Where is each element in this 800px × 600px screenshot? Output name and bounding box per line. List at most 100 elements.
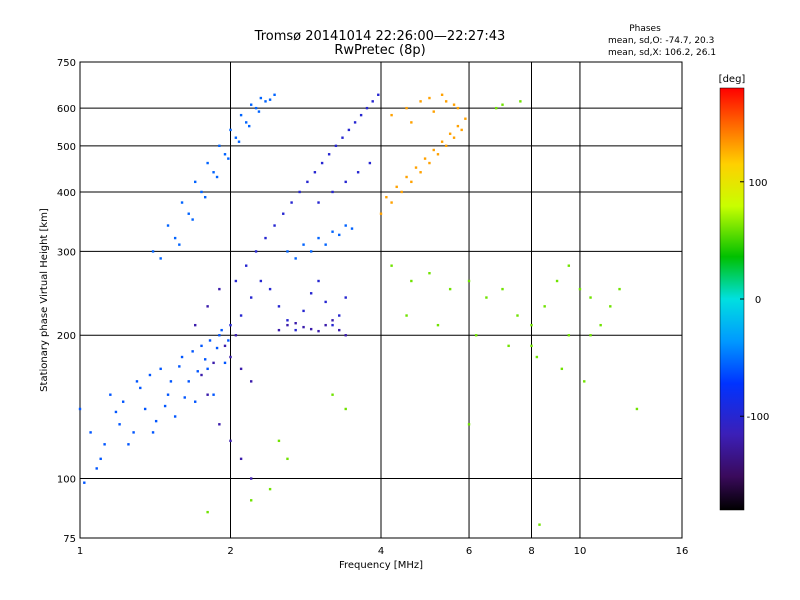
data-point: [127, 443, 130, 446]
x-axis-label: Frequency [MHz]: [339, 560, 423, 571]
data-point: [538, 523, 541, 526]
grid-lines: [80, 62, 682, 538]
y-tick-label: 200: [57, 331, 76, 342]
data-point: [635, 407, 639, 411]
x-tick-label: 6: [466, 546, 472, 557]
data-point: [159, 257, 162, 260]
y-tick-label: 500: [57, 142, 76, 153]
data-point: [282, 212, 285, 215]
data-point: [456, 106, 460, 110]
data-point: [132, 431, 135, 434]
data-point: [344, 407, 347, 411]
y-tick-label: 300: [57, 247, 76, 258]
data-point: [555, 279, 559, 283]
data-point: [257, 110, 261, 113]
data-point: [194, 180, 197, 184]
data-point: [159, 367, 162, 371]
data-point: [436, 153, 440, 156]
data-point: [317, 279, 320, 283]
data-point: [599, 323, 602, 327]
data-point: [331, 319, 334, 322]
data-point: [143, 407, 147, 411]
data-point: [344, 334, 347, 337]
data-point: [341, 136, 344, 139]
data-point: [390, 264, 393, 267]
data-point: [390, 201, 393, 204]
data-point: [334, 144, 338, 148]
data-point: [187, 212, 190, 215]
data-point: [254, 106, 258, 110]
data-point: [229, 439, 232, 443]
data-point: [194, 400, 197, 403]
data-point: [440, 93, 444, 96]
x-tick-label: 4: [378, 546, 384, 557]
data-point: [414, 166, 418, 169]
data-point: [501, 103, 504, 106]
data-point: [567, 334, 571, 337]
data-point: [245, 264, 248, 267]
data-point: [452, 103, 456, 106]
x-axis-ticks: 1 2 4 6 8 10 16: [77, 546, 689, 557]
data-point: [163, 404, 167, 408]
data-point: [118, 423, 121, 426]
data-point: [223, 153, 227, 156]
data-point: [331, 230, 334, 233]
data-point: [215, 175, 219, 179]
data-point: [103, 443, 106, 446]
data-point: [187, 380, 190, 383]
data-point: [249, 380, 253, 383]
data-point: [139, 386, 142, 390]
y-tick-label: 750: [57, 58, 76, 69]
data-point: [151, 250, 155, 253]
data-point: [178, 365, 181, 368]
data-point: [368, 161, 372, 165]
data-point: [273, 93, 276, 96]
stats-line-o: mean, sd,O: -74.7, 20.3: [608, 36, 714, 46]
data-point: [223, 344, 227, 348]
data-point: [428, 161, 431, 165]
data-point: [294, 321, 297, 325]
data-point: [229, 355, 232, 359]
data-point: [239, 314, 243, 317]
data-point: [215, 346, 219, 350]
colorbar-tick-label: 0: [755, 295, 761, 306]
data-point: [78, 407, 82, 411]
data-point: [444, 100, 448, 103]
data-point: [452, 136, 456, 139]
data-point: [206, 510, 209, 514]
data-point: [317, 329, 320, 333]
data-point: [306, 180, 309, 184]
data-point: [436, 323, 440, 327]
data-point: [371, 100, 374, 103]
data-point: [347, 128, 351, 132]
data-point: [432, 148, 435, 152]
data-point: [121, 400, 125, 403]
data-points: [78, 93, 639, 526]
data-point: [83, 481, 86, 484]
data-point: [432, 110, 435, 113]
data-point: [377, 93, 380, 96]
data-point: [385, 195, 388, 199]
data-point: [294, 328, 297, 332]
data-point: [440, 140, 444, 143]
data-point: [200, 344, 203, 348]
data-point: [302, 243, 305, 246]
data-point: [154, 419, 158, 423]
data-point: [273, 224, 276, 227]
data-point: [400, 190, 403, 194]
data-point: [229, 128, 232, 132]
y-axis-label: Stationary phase Virtual Height [km]: [39, 208, 50, 392]
data-point: [344, 296, 347, 299]
data-point: [338, 233, 341, 237]
data-point: [249, 499, 253, 502]
data-point: [223, 361, 227, 365]
data-point: [405, 314, 408, 317]
data-point: [237, 140, 241, 143]
data-point: [194, 323, 197, 327]
data-point: [359, 113, 363, 117]
data-point: [467, 423, 471, 426]
data-point: [405, 106, 408, 110]
y-tick-label: 600: [57, 104, 76, 115]
data-point: [249, 477, 253, 480]
